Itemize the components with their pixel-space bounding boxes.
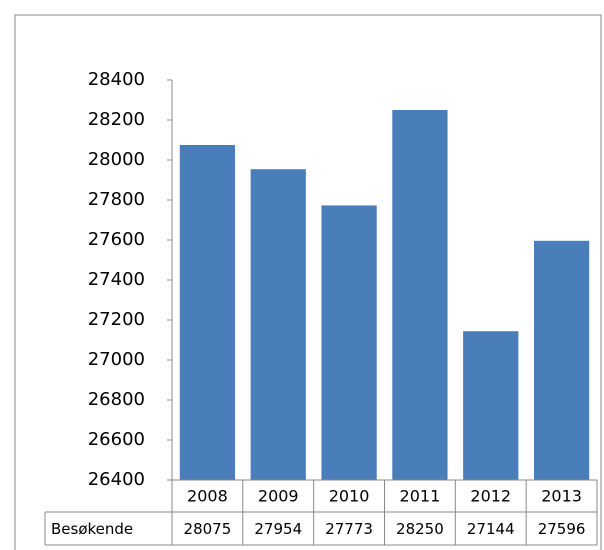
y-tick-label: 27200	[88, 309, 145, 330]
y-tick-label: 26400	[88, 469, 145, 490]
x-tick-label: 2009	[258, 487, 299, 506]
x-tick-label: 2011	[400, 487, 441, 506]
y-tick-label: 27000	[88, 349, 145, 370]
x-tick-label: 2013	[541, 487, 582, 506]
data-table-value: 28075	[184, 520, 232, 538]
x-tick-label: 2008	[187, 487, 228, 506]
y-tick-label: 28400	[88, 69, 145, 90]
bar	[250, 169, 306, 480]
y-tick-label: 26600	[88, 429, 145, 450]
bar	[533, 240, 590, 480]
data-table-value: 27773	[325, 520, 373, 538]
y-tick-label: 27600	[88, 229, 145, 250]
x-tick-label: 2012	[470, 487, 511, 506]
x-tick-label: 2010	[329, 487, 370, 506]
data-table-value: 27596	[538, 520, 586, 538]
bar	[463, 331, 519, 480]
y-tick-label: 28000	[88, 149, 145, 170]
y-tick-label: 27400	[88, 269, 145, 290]
legend-label: Besøkende	[51, 520, 133, 538]
data-table-value: 27954	[254, 520, 302, 538]
bar	[179, 145, 236, 480]
bar	[321, 205, 377, 480]
y-tick-label: 27800	[88, 189, 145, 210]
data-table-value: 27144	[467, 520, 515, 538]
y-tick-label: 28200	[88, 109, 145, 130]
bar	[392, 110, 448, 480]
data-table-value: 28250	[396, 520, 444, 538]
y-tick-label: 26800	[88, 389, 145, 410]
